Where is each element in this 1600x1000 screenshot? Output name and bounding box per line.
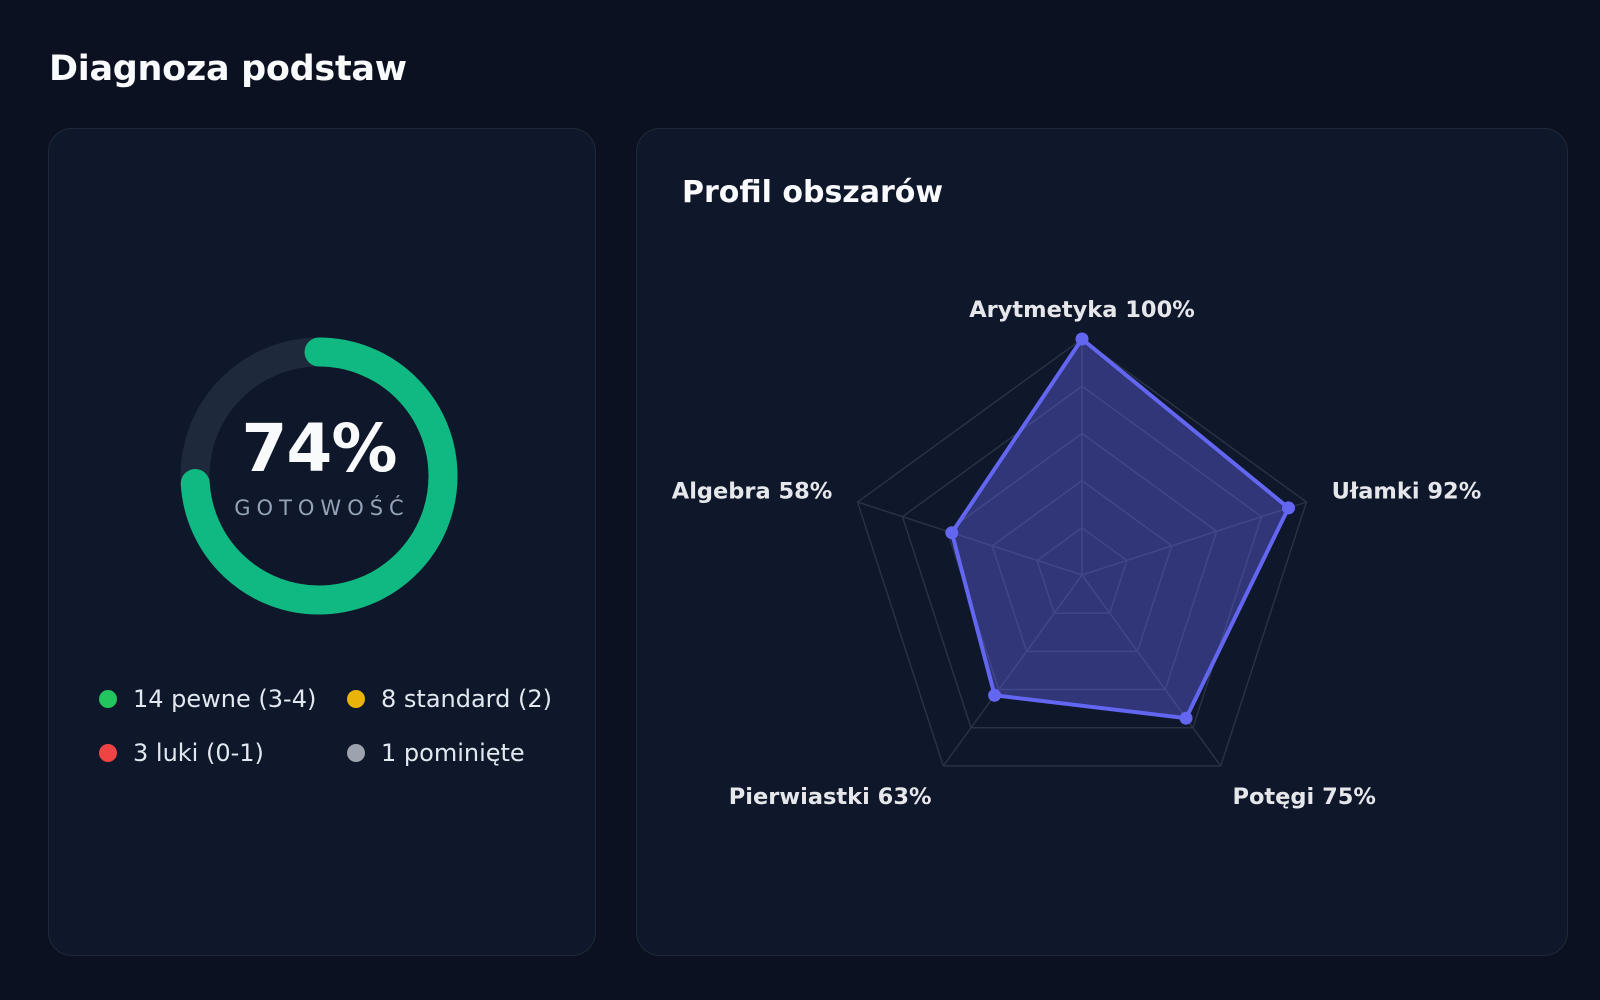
radar-axis-label: Potęgi 75% — [1232, 784, 1375, 810]
legend-label: 8 standard (2) — [381, 685, 552, 713]
radar-point — [945, 526, 959, 540]
readiness-percent: 74% — [241, 410, 398, 487]
legend-item-standard: 8 standard (2) — [347, 685, 552, 713]
radar-grid-ring — [901, 385, 1263, 729]
radar-point — [1281, 501, 1295, 515]
gauge-progress-arc — [180, 337, 458, 615]
legend-item-pewne: 14 pewne (3-4) — [99, 685, 316, 713]
legend-label: 1 pominięte — [381, 739, 525, 767]
radar-points — [945, 332, 1295, 725]
radar-axis-label: Arytmetyka 100% — [969, 297, 1195, 323]
legend: 14 pewne (3-4) 8 standard (2) 3 luki (0-… — [99, 685, 569, 805]
radar-chart: Arytmetyka 100% Ułamki 92% Potęgi 75% Pierw… — [672, 297, 1481, 810]
radar-grid-ring — [856, 338, 1308, 767]
radar-series — [949, 337, 1291, 721]
radar-axis-line — [857, 501, 1083, 576]
profile-card: Profil obszarów Arytmetyka 100% Ułamki 92… — [636, 128, 1568, 956]
radar-grid-ring — [946, 432, 1218, 691]
readiness-label: GOTOWOŚĆ — [234, 496, 410, 520]
page-title: Diagnoza podstaw — [49, 49, 407, 89]
legend-dot-yellow — [347, 690, 365, 708]
radar-grid-ring — [991, 479, 1173, 653]
radar-grid-ring — [1036, 526, 1128, 614]
radar-axis-line — [942, 574, 1083, 767]
legend-dot-gray — [347, 744, 365, 762]
readiness-gauge-ring — [180, 337, 458, 615]
legend-label: 14 pewne (3-4) — [133, 685, 317, 713]
legend-dot-red — [99, 744, 117, 762]
profile-title: Profil obszarów — [682, 175, 944, 210]
legend-dot-green — [99, 690, 117, 708]
readiness-card: 74% GOTOWOŚĆ 14 pewne (3-4) 8 standard (… — [48, 128, 596, 956]
radar-point — [988, 688, 1002, 702]
legend-item-luki: 3 luki (0-1) — [99, 739, 264, 767]
radar-axis-line — [1081, 501, 1307, 576]
radar-series-area — [949, 337, 1291, 721]
radar-axis-label: Algebra 58% — [672, 479, 833, 505]
radar-axes — [857, 339, 1307, 767]
radar-point — [1075, 332, 1089, 346]
legend-label: 3 luki (0-1) — [133, 739, 264, 767]
legend-item-pominiete: 1 pominięte — [347, 739, 525, 767]
radar-point — [1179, 711, 1193, 725]
radar-axis-label: Ułamki 92% — [1332, 479, 1482, 505]
radar-labels: Arytmetyka 100% Ułamki 92% Potęgi 75% Pierw… — [672, 297, 1481, 810]
readiness-gauge: 74% GOTOWOŚĆ — [179, 336, 459, 616]
radar-axis-label: Pierwiastki 63% — [729, 784, 932, 810]
radar-axis-line — [1081, 574, 1222, 767]
radar-grid — [856, 338, 1308, 767]
